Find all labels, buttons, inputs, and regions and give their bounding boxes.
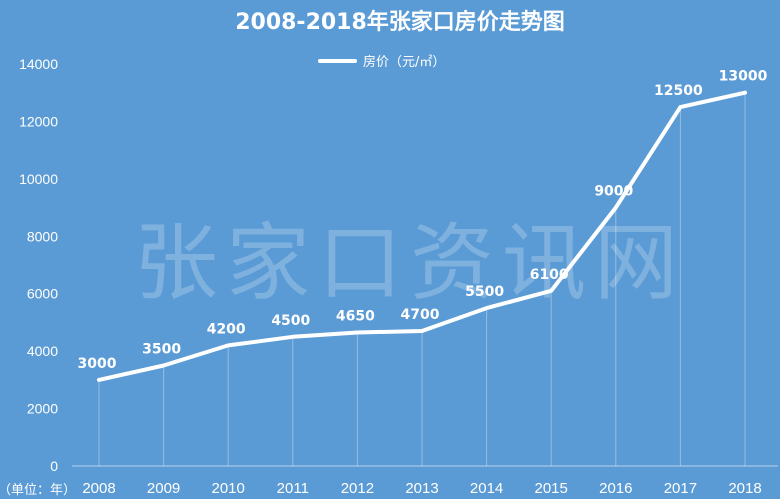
- x-tick-label: 2015: [535, 480, 568, 497]
- data-label: 13000: [719, 69, 768, 85]
- x-axis: 2008 2009 2010 2011 2012 2013 2014 2015 2016 2017…: [82, 480, 761, 497]
- x-tick-label: 2008: [82, 480, 115, 497]
- legend-label: 房价（元/㎡）: [363, 54, 445, 70]
- x-unit-label: （单位：年）: [0, 483, 76, 498]
- y-tick-label: 2000: [27, 401, 58, 417]
- y-axis: 0 2000 4000 6000 8000 10000 12000 14000: [19, 56, 58, 474]
- data-label: 3000: [78, 356, 117, 372]
- data-label: 3500: [142, 342, 181, 358]
- data-labels: 3000 3500 4200 4500 4650 4700 5500 6100 9000 1250…: [78, 69, 768, 372]
- chart-title: 2008-2018年张家口房价走势图: [235, 9, 565, 35]
- y-tick-label: 6000: [27, 286, 58, 302]
- y-tick-label: 0: [50, 458, 58, 474]
- y-tick-label: 4000: [27, 343, 58, 359]
- data-label: 5500: [465, 284, 504, 300]
- x-tick-label: 2018: [728, 480, 761, 497]
- legend: 房价（元/㎡）: [318, 54, 445, 70]
- data-label: 4700: [401, 307, 440, 323]
- x-tick-label: 2010: [212, 480, 245, 497]
- x-tick-label: 2012: [341, 480, 374, 497]
- x-tick-label: 2013: [405, 480, 438, 497]
- x-tick-label: 2011: [277, 480, 309, 497]
- y-tick-label: 12000: [19, 113, 58, 129]
- y-tick-label: 10000: [19, 171, 58, 187]
- x-tick-label: 2014: [470, 480, 503, 497]
- data-label: 6100: [530, 267, 569, 283]
- drop-lines: [98, 92, 746, 466]
- data-label: 9000: [594, 184, 633, 200]
- data-label: 12500: [654, 83, 703, 99]
- y-tick-label: 8000: [27, 228, 58, 244]
- data-label: 4200: [207, 321, 246, 337]
- data-label: 4650: [336, 309, 375, 325]
- x-tick-label: 2017: [664, 480, 697, 497]
- data-label: 4500: [271, 313, 310, 329]
- watermark-text: 张家口资讯网: [134, 214, 686, 312]
- y-tick-label: 14000: [19, 56, 58, 72]
- series-line-house-price: [97, 90, 747, 382]
- x-tick-label: 2016: [599, 480, 632, 497]
- x-tick-label: 2009: [147, 480, 180, 497]
